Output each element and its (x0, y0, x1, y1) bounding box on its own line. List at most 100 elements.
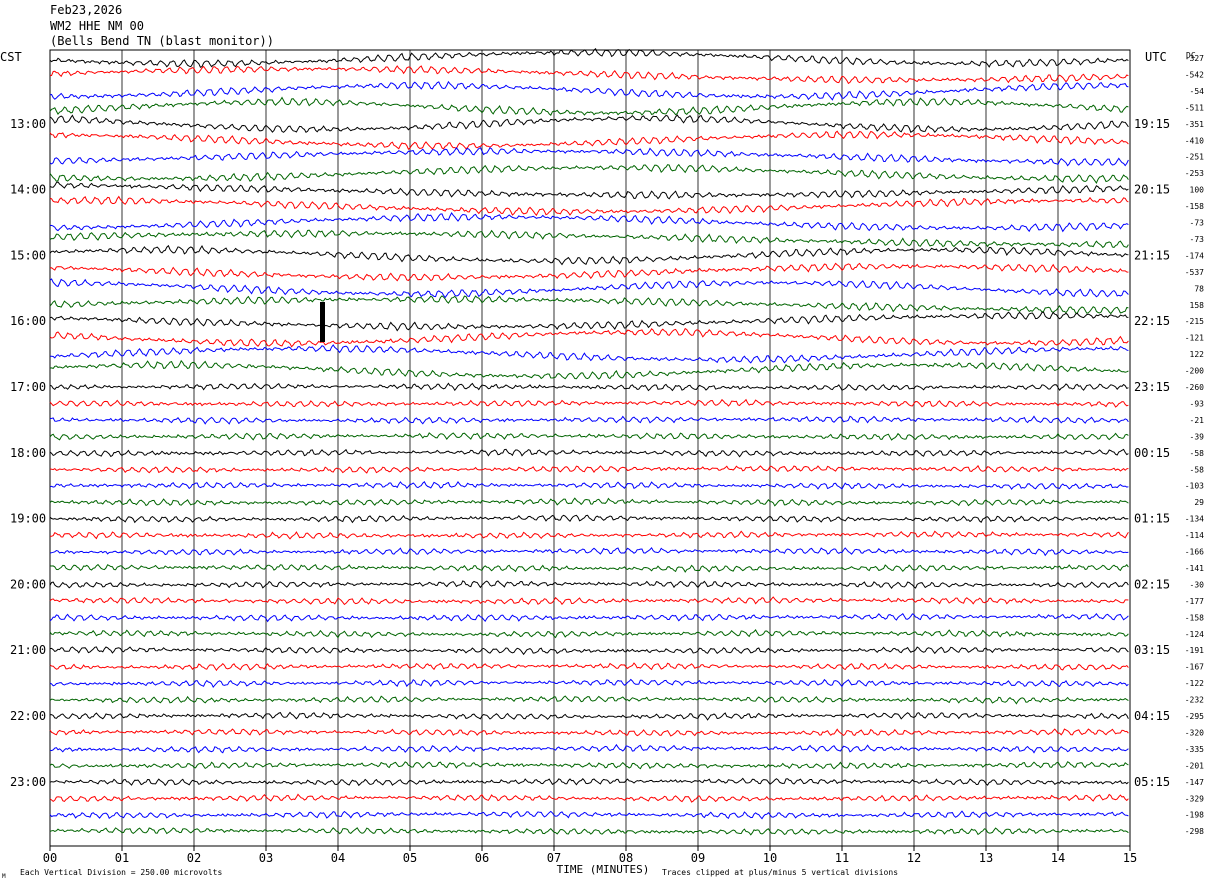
dc-offset-value: -39 (1190, 432, 1205, 441)
left-hour-label: 19:00 (10, 512, 46, 526)
dc-offset-value: -167 (1185, 663, 1204, 672)
x-tick-label: 10 (763, 851, 777, 865)
x-tick-label: 14 (1051, 851, 1065, 865)
seismic-trace (49, 262, 1129, 282)
left-hour-label: 15:00 (10, 248, 46, 262)
chart-date: Feb23,2026 (50, 3, 123, 17)
seismic-trace (49, 580, 1129, 590)
seismic-trace (49, 678, 1129, 689)
seismic-trace (49, 563, 1129, 573)
left-hour-label: 22:00 (10, 709, 46, 723)
station-code: WM2 HHE NM 00 (50, 19, 144, 33)
x-axis-title: TIME (MINUTES) (557, 863, 650, 876)
seismic-trace (49, 195, 1129, 217)
seismic-trace (49, 646, 1129, 656)
right-hour-label: 19:15 (1134, 117, 1170, 131)
left-hour-label: 21:00 (10, 643, 46, 657)
blast-spike (320, 302, 325, 342)
seismic-trace (49, 629, 1129, 639)
seismic-trace (49, 695, 1129, 705)
seismic-trace (49, 743, 1129, 754)
seismic-trace (49, 229, 1129, 249)
dc-offset-value: -158 (1185, 613, 1204, 622)
dc-offset-value: -191 (1185, 646, 1204, 655)
left-hour-label: 18:00 (10, 446, 46, 460)
dc-offset-value: -121 (1185, 334, 1204, 343)
plot-frame (49, 49, 1131, 847)
x-tick-label: 00 (43, 851, 57, 865)
dc-offset-value: -93 (1190, 399, 1205, 408)
seismic-traces (49, 48, 1129, 836)
dc-offset-value: -251 (1185, 153, 1204, 162)
x-tick-label: 12 (907, 851, 921, 865)
right-hour-label: 02:15 (1134, 577, 1170, 591)
seismic-trace (49, 464, 1129, 474)
dc-offset-value: -73 (1190, 235, 1205, 244)
left-hour-label: 17:00 (10, 380, 46, 394)
dc-offset-value: -103 (1185, 482, 1204, 491)
dc-offset-value: 29 (1194, 498, 1204, 507)
left-hour-label: 20:00 (10, 577, 46, 591)
seismic-trace (49, 96, 1129, 116)
dc-offset-value: -198 (1185, 811, 1204, 820)
dc-offset-value: -122 (1185, 679, 1204, 688)
right-hour-label: 03:15 (1134, 643, 1170, 657)
dc-offset-value: -177 (1185, 597, 1204, 606)
seismic-trace (49, 612, 1129, 623)
seismic-trace (49, 114, 1129, 134)
seismic-trace (49, 398, 1129, 408)
seismic-trace (49, 497, 1129, 507)
seismic-trace (49, 48, 1129, 68)
right-hour-label: 04:15 (1134, 709, 1170, 723)
dc-offset-value: -73 (1190, 219, 1205, 228)
dc-offset-value: -260 (1185, 383, 1204, 392)
left-hour-label: 13:00 (10, 117, 46, 131)
seismic-trace (49, 244, 1129, 266)
dc-offset-value: -174 (1185, 251, 1204, 260)
right-hour-label: 05:15 (1134, 775, 1170, 789)
right-timezone-label: UTC (1145, 50, 1167, 64)
clipping-note: Traces clipped at plus/minus 5 vertical … (662, 868, 898, 877)
dc-offset-value: -351 (1185, 120, 1204, 129)
seismic-trace (49, 344, 1129, 364)
seismic-trace (49, 448, 1129, 458)
station-location: (Bells Bend TN (blast monitor)) (50, 34, 274, 48)
x-tick-label: 05 (403, 851, 417, 865)
seismic-trace (49, 147, 1129, 167)
seismic-trace (49, 810, 1129, 820)
seismic-trace (49, 711, 1129, 721)
x-tick-label: 13 (979, 851, 993, 865)
dc-offset-value: -58 (1190, 449, 1205, 458)
dc-offset-value: -320 (1185, 728, 1204, 737)
dc-offset-value: 122 (1190, 350, 1205, 359)
dc-offset-value: -166 (1185, 548, 1204, 557)
dc-offset-value: -30 (1190, 580, 1205, 589)
seismic-trace (49, 65, 1129, 85)
seismic-trace (49, 432, 1129, 441)
x-tick-label: 07 (547, 851, 561, 865)
dc-offset-value: -298 (1185, 827, 1204, 836)
left-hour-label: 16:00 (10, 314, 46, 328)
seismic-trace (49, 793, 1129, 803)
seismic-trace (49, 546, 1129, 557)
dc-offset-value: -542 (1185, 70, 1204, 79)
seismic-trace (49, 481, 1129, 491)
right-hour-label: 21:15 (1134, 248, 1170, 262)
dc-offset-value: -158 (1185, 202, 1204, 211)
right-hour-label: 23:15 (1134, 380, 1170, 394)
right-hour-label: 20:15 (1134, 183, 1170, 197)
seismic-trace (49, 728, 1129, 737)
dc-offset-value: -410 (1185, 136, 1204, 145)
dc-offset-value: -21 (1190, 416, 1205, 425)
seismic-trace (49, 359, 1129, 380)
x-tick-label: 01 (115, 851, 129, 865)
dc-offset-value: -329 (1185, 794, 1204, 803)
seismic-trace (49, 311, 1129, 332)
seismic-trace (49, 212, 1129, 233)
right-hour-label: 00:15 (1134, 446, 1170, 460)
seismic-trace (49, 530, 1129, 540)
x-tick-label: 09 (691, 851, 705, 865)
dc-offset-value: -295 (1185, 712, 1204, 721)
left-hour-label: 14:00 (10, 183, 46, 197)
